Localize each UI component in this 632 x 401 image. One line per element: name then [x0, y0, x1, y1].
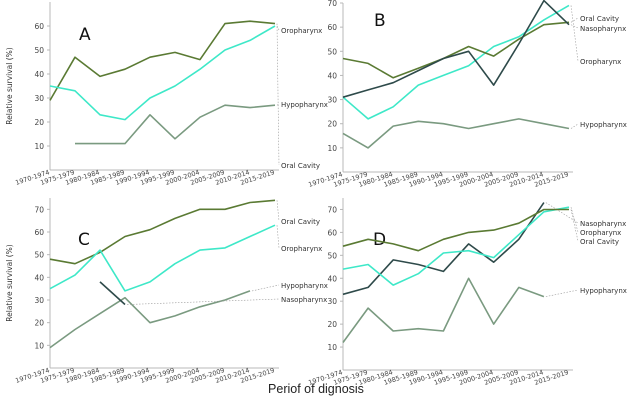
y-tick-label: 10 [327, 144, 337, 153]
series-line-oral-cavity [342, 208, 569, 252]
series-label-oropharynx: Oropharynx [281, 245, 322, 253]
series-line-nasopharynx [342, 0, 570, 98]
y-tick-label: 60 [34, 228, 44, 237]
series-line-hypopharynx [75, 104, 276, 145]
panel-b: 102030405060701970-19741975-19791980-198… [307, 0, 627, 189]
label-leader [570, 207, 579, 233]
series-label-oropharynx: Oropharynx [580, 58, 621, 66]
label-leader [276, 23, 280, 166]
label-leader [545, 202, 579, 224]
label-leader [570, 123, 579, 129]
label-leader [276, 200, 280, 222]
y-tick-label: 50 [327, 47, 337, 56]
series-line-oropharynx [342, 206, 570, 286]
series-label-hypopharynx: Hypopharynx [580, 287, 627, 295]
y-tick-label: 40 [327, 274, 337, 283]
label-leader [570, 209, 579, 242]
series-line-hypopharynx [342, 118, 570, 149]
label-leader [251, 284, 280, 292]
label-leader [276, 25, 280, 31]
series-line-oral-cavity [342, 21, 570, 79]
series-line-hypopharynx [49, 290, 251, 349]
series-line-hypopharynx [342, 277, 545, 343]
y-tick-label: 30 [327, 96, 337, 105]
panel-a: 1020304050601970-19741975-19791980-19841… [5, 2, 328, 187]
y-tick-label: 30 [34, 94, 44, 103]
y-axis-title: Relative survival (%) [5, 244, 14, 321]
y-tick-label: 70 [327, 205, 337, 214]
y-tick-label: 40 [327, 71, 337, 80]
label-leader [570, 5, 579, 62]
y-tick-label: 60 [327, 23, 337, 32]
x-axis-title: Periof of dignosis [268, 382, 364, 396]
y-tick-label: 70 [327, 0, 337, 8]
series-line-oropharynx [342, 4, 570, 120]
y-tick-label: 70 [34, 205, 44, 214]
series-line-nasopharynx [99, 281, 126, 306]
y-axis-title: Relative survival (%) [5, 47, 14, 124]
label-leader [276, 225, 280, 249]
panel-d: 102030405060701970-19741975-19791980-198… [307, 198, 627, 387]
series-label-nasopharynx: Nasopharynx [580, 220, 626, 228]
panel-c: 102030405060701970-19741975-19791980-198… [5, 198, 328, 385]
panel-label: C [78, 230, 90, 250]
y-tick-label: 10 [34, 341, 44, 350]
series-label-oral-cavity: Oral Cavity [580, 15, 619, 23]
series-label-hypopharynx: Hypopharynx [281, 282, 328, 290]
y-tick-label: 20 [327, 120, 337, 129]
y-tick-label: 50 [34, 46, 44, 55]
y-tick-label: 40 [34, 70, 44, 79]
series-line-nasopharynx [342, 202, 545, 296]
label-leader [570, 24, 579, 29]
series-label-nasopharynx: Nasopharynx [281, 296, 327, 304]
y-tick-label: 20 [34, 118, 44, 127]
series-label-oral-cavity: Oral Cavity [281, 218, 320, 226]
series-label-oropharynx: Oropharynx [580, 229, 621, 237]
y-tick-label: 20 [34, 319, 44, 328]
y-tick-label: 50 [327, 251, 337, 260]
panel-label: B [374, 11, 386, 31]
series-line-oropharynx [49, 25, 276, 121]
series-label-hypopharynx: Hypopharynx [580, 121, 627, 129]
series-line-oral-cavity [49, 199, 276, 265]
y-tick-label: 60 [327, 228, 337, 237]
series-line-oral-cavity [49, 20, 276, 101]
y-tick-label: 40 [34, 273, 44, 282]
label-leader [126, 298, 280, 305]
label-leader [545, 289, 579, 297]
label-leader [276, 103, 280, 106]
y-tick-label: 10 [34, 142, 44, 151]
series-label-oral-cavity: Oral Cavity [580, 238, 619, 246]
panel-label: D [373, 230, 386, 250]
y-tick-label: 60 [34, 22, 44, 31]
y-tick-label: 50 [34, 251, 44, 260]
y-tick-label: 30 [34, 296, 44, 305]
y-tick-label: 10 [327, 343, 337, 352]
panel-label: A [79, 25, 91, 45]
label-leader [570, 17, 579, 23]
series-label-oral-cavity: Oral Cavity [281, 162, 320, 170]
series-label-oropharynx: Oropharynx [281, 27, 322, 35]
series-line-oropharynx [49, 224, 276, 292]
y-tick-label: 20 [327, 320, 337, 329]
y-tick-label: 30 [327, 297, 337, 306]
series-label-nasopharynx: Nasopharynx [580, 25, 626, 33]
series-label-hypopharynx: Hypopharynx [281, 101, 328, 109]
